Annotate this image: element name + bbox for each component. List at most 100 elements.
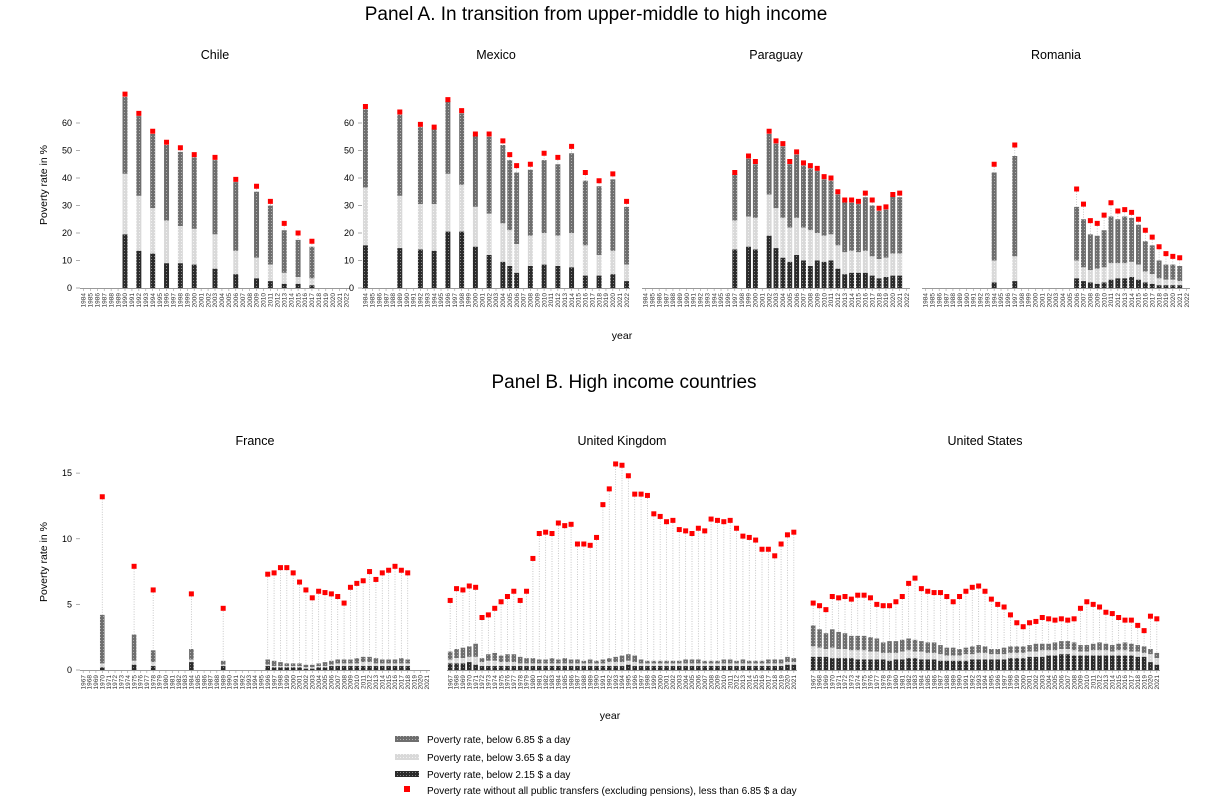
bar-below-215: [1039, 656, 1045, 670]
marker-no-transfers: [581, 541, 587, 547]
marker-no-transfers: [303, 587, 309, 593]
x-tick-label: 1992: [136, 293, 143, 308]
x-tick-label: 1990: [404, 293, 411, 308]
bar-below-365: [379, 663, 385, 667]
bar-below-685: [594, 660, 599, 664]
x-tick-label: 2018: [1135, 675, 1142, 690]
x-tick-label: 1980: [530, 675, 537, 690]
bar-below-215: [664, 666, 669, 670]
x-tick-label: 2012: [555, 293, 562, 308]
bar-below-685: [613, 656, 618, 663]
legend-label-below215: Poverty rate, below 2.15 $ a day: [427, 770, 570, 781]
marker-no-transfers: [849, 197, 855, 203]
bar-below-365: [849, 650, 854, 659]
x-tick-label: 1984: [189, 675, 196, 690]
marker-no-transfers: [479, 615, 485, 620]
marker-no-transfers: [1163, 251, 1169, 257]
marker-no-transfers: [417, 121, 423, 127]
bar-below-365: [397, 195, 403, 249]
bar-below-365: [600, 663, 606, 667]
x-tick-label: 2005: [689, 675, 696, 690]
marker-no-transfers: [752, 159, 758, 164]
bar-below-685: [766, 134, 772, 195]
bar-below-365: [887, 652, 892, 661]
x-tick-label: 1986: [568, 675, 575, 690]
x-tick-label: 2014: [288, 293, 295, 308]
bar-below-685: [1122, 642, 1128, 651]
marker-no-transfers: [587, 542, 593, 548]
bar-below-215: [581, 666, 587, 670]
bar-below-365: [189, 659, 194, 663]
bar-below-365: [1177, 281, 1183, 286]
x-tick-label: 2012: [835, 293, 842, 308]
bar-below-365: [233, 250, 239, 275]
bar-below-215: [1014, 658, 1020, 670]
bar-below-685: [392, 659, 398, 664]
bar-below-365: [1122, 263, 1128, 279]
bar-below-685: [919, 641, 924, 652]
bar-below-685: [575, 659, 580, 664]
marker-no-transfers: [988, 596, 994, 602]
bar-below-215: [683, 666, 688, 670]
bar-below-365: [950, 655, 956, 661]
x-tick-label: 2020: [418, 675, 425, 690]
bar-below-365: [791, 662, 797, 665]
x-tick-label: 2006: [329, 675, 336, 690]
bar-below-685: [638, 659, 644, 664]
marker-no-transfers: [473, 584, 479, 590]
bar-below-365: [976, 652, 981, 660]
x-tick-label: 2013: [1103, 675, 1110, 690]
bar-below-685: [606, 658, 612, 663]
x-tick-label: 1977: [874, 675, 881, 690]
bar-below-685: [791, 658, 797, 663]
y-tick-label: 50: [344, 146, 354, 156]
bar-below-365: [1090, 650, 1096, 656]
x-tick-label: 1992: [418, 293, 425, 308]
bar-below-685: [212, 160, 218, 235]
marker-no-transfers: [714, 517, 720, 523]
marker-no-transfers: [459, 108, 465, 114]
x-tick-label: 1990: [227, 675, 234, 690]
bar-below-685: [1052, 642, 1058, 651]
bar-below-685: [991, 172, 997, 261]
bar-below-215: [541, 264, 547, 288]
x-tick-label: 1992: [978, 293, 985, 308]
marker-no-transfers: [486, 131, 492, 137]
x-tick-label: 1973: [119, 675, 126, 690]
bar-below-365: [445, 173, 451, 232]
x-tick-label: 2011: [828, 293, 835, 307]
bar-below-685: [862, 197, 868, 251]
x-tick-label: 1998: [278, 675, 285, 690]
marker-no-transfers: [335, 594, 341, 599]
x-tick-label: 1996: [265, 675, 272, 690]
x-tick-label: 2013: [281, 293, 288, 308]
bar-below-365: [341, 663, 347, 667]
marker-no-transfers: [835, 189, 841, 195]
marker-no-transfers: [1094, 220, 1100, 226]
marker-no-transfers: [517, 597, 523, 603]
x-tick-label: 2003: [676, 675, 683, 690]
x-tick-label: 2000: [290, 675, 297, 690]
bar-below-215: [322, 667, 328, 670]
x-tick-label: 2003: [309, 675, 316, 690]
marker-no-transfers: [772, 553, 778, 559]
bar-below-685: [1135, 224, 1141, 265]
bar-below-685: [1122, 216, 1128, 264]
marker-no-transfers: [912, 575, 918, 581]
bar-below-215: [982, 659, 988, 670]
marker-no-transfers: [861, 592, 867, 598]
bar-below-215: [823, 656, 829, 670]
x-tick-label: 1986: [376, 293, 383, 308]
marker-no-transfers: [759, 546, 765, 552]
bar-below-685: [267, 205, 273, 265]
marker-no-transfers: [281, 220, 287, 226]
marker-no-transfers: [322, 590, 328, 596]
marker-no-transfers: [897, 190, 903, 196]
marker-no-transfers: [807, 163, 813, 169]
x-tick-label: 1972: [112, 675, 119, 690]
marker-no-transfers: [354, 580, 360, 586]
bar-below-215: [1177, 285, 1183, 288]
bar-below-365: [829, 647, 835, 659]
bar-below-685: [1103, 643, 1109, 651]
